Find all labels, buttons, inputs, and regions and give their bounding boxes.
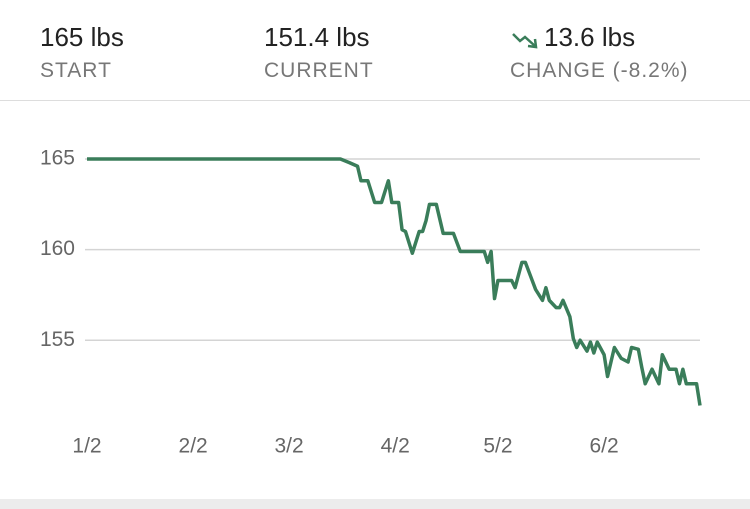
stat-label: CURRENT <box>264 59 374 82</box>
stat-value: 165 lbs <box>40 22 124 52</box>
footer-band <box>0 499 750 509</box>
trend-down-icon <box>512 33 538 49</box>
stat-current: 151.4 lbs CURRENT <box>264 22 374 83</box>
x-tick-label: 6/2 <box>590 435 619 458</box>
x-tick-label: 2/2 <box>179 435 208 458</box>
stat-label: CHANGE (-8.2%) <box>510 59 689 82</box>
x-tick-label: 5/2 <box>483 435 512 458</box>
x-tick-label: 4/2 <box>381 435 410 458</box>
stat-value: 151.4 lbs <box>264 22 370 52</box>
stat-start: 165 lbs START <box>40 22 124 83</box>
y-tick-label: 160 <box>40 237 75 260</box>
stat-label: START <box>40 59 112 82</box>
stat-value-row: 13.6 lbs <box>510 22 689 53</box>
stat-change: 13.6 lbs CHANGE (-8.2%) <box>510 22 689 83</box>
x-tick-label: 1/2 <box>72 435 101 458</box>
stat-value: 13.6 lbs <box>544 22 636 52</box>
x-tick-label: 3/2 <box>274 435 303 458</box>
weight-line <box>87 157 702 406</box>
chart: 155 160 165 1/2 2/2 3/2 4/2 5/2 6/2 <box>40 147 702 458</box>
stats-bar: 165 lbs START 151.4 lbs CURRENT 13.6 lbs… <box>0 0 750 101</box>
y-tick-label: 165 <box>40 147 75 170</box>
y-tick-label: 155 <box>40 328 75 351</box>
